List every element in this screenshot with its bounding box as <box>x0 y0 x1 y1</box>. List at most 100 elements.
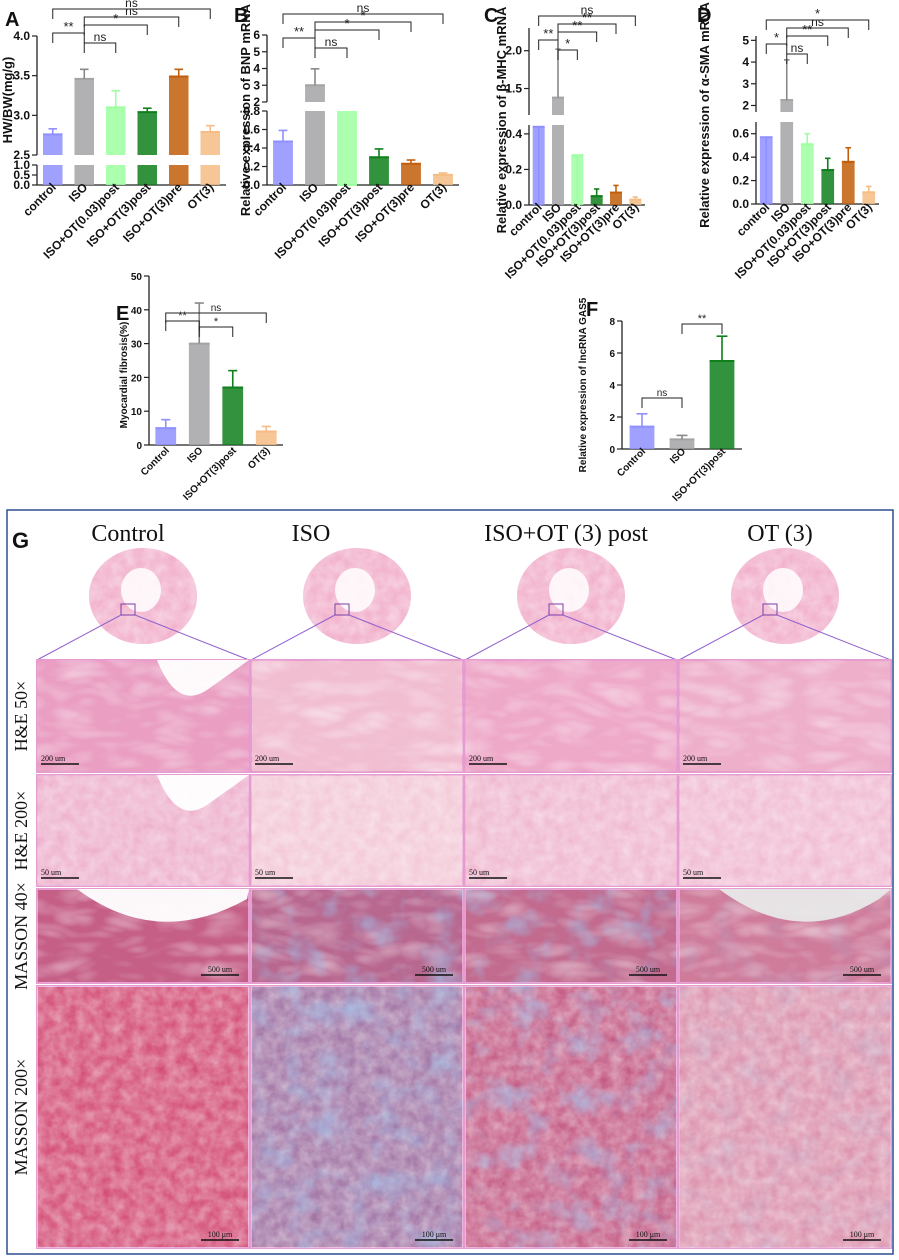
bar <box>200 165 221 185</box>
significance-label: ** <box>178 310 187 322</box>
y-axis-label: Relative expression of BNP mRNA <box>238 3 253 216</box>
collagen-stain <box>679 986 891 1248</box>
y-tick-label: 2 <box>609 413 615 424</box>
y-tick-label: 0.4 <box>505 127 522 141</box>
scale-bar-label: 50 um <box>469 868 490 877</box>
y-tick-label: 30 <box>131 340 143 351</box>
row-label: MASSON 200× <box>11 1059 31 1176</box>
zoom-line <box>464 614 550 661</box>
y-tick-label: 0.0 <box>732 197 749 211</box>
ventricle-lumen <box>549 568 589 612</box>
collagen-stain <box>251 889 463 983</box>
scale-bar-label: 500 um <box>422 965 447 974</box>
bar <box>188 343 210 445</box>
bar <box>610 192 622 205</box>
scale-bar-label: 50 um <box>683 868 704 877</box>
zoom-line <box>562 614 678 661</box>
bar-upper <box>168 76 189 155</box>
scale-bar-label: 500 um <box>850 965 875 974</box>
y-tick-label: 3.5 <box>13 69 30 83</box>
bar <box>273 141 293 185</box>
significance-label: ns <box>657 388 668 399</box>
zoom-line <box>678 614 764 661</box>
bar <box>369 157 389 185</box>
significance-label: * <box>214 316 219 328</box>
y-tick-label: 4 <box>609 381 615 392</box>
y-tick-label: 6 <box>253 28 260 42</box>
significance-bracket <box>165 320 200 331</box>
significance-bracket <box>198 326 234 337</box>
y-tick-label: 4 <box>742 55 749 69</box>
scale-bar-label: 50 um <box>255 868 276 877</box>
y-tick-label: 5 <box>253 45 260 59</box>
significance-bracket <box>314 21 412 32</box>
panel-letter: D <box>697 5 711 27</box>
ventricle-lumen <box>121 568 161 612</box>
y-axis-label: Myocardial fibrosis(%) <box>119 322 130 429</box>
histology-layer: G Control ISO ISO+OT (3) post OT (3) H&E 50× 2… <box>6 509 894 1255</box>
significance-label: * <box>360 8 365 23</box>
significance-bracket <box>786 53 808 64</box>
y-tick-label: 1.5 <box>505 82 522 96</box>
x-tick-label: ISO <box>185 445 205 465</box>
y-tick-label: 5 <box>742 33 749 47</box>
micrograph: 50 um <box>464 774 678 887</box>
bar-upper <box>74 78 95 155</box>
y-tick-label: 6 <box>609 349 615 360</box>
row-label: H&E 200× <box>11 791 31 871</box>
bar <box>433 174 453 185</box>
y-tick-label: 40 <box>131 306 143 317</box>
bar <box>590 196 603 205</box>
panel-letter: A <box>5 9 19 31</box>
tissue-gap <box>157 775 249 811</box>
collagen-stain <box>465 889 677 983</box>
significance-bracket <box>557 49 578 60</box>
significance-bracket <box>52 8 211 19</box>
micrograph-texture <box>251 660 463 772</box>
significance-label: * <box>565 36 570 51</box>
significance-label: * <box>815 6 820 21</box>
y-axis-label: HW/BW(mg/g) <box>0 57 15 144</box>
micrograph: 50 um <box>36 774 250 887</box>
bar <box>629 199 642 205</box>
y-tick-label: 0.2 <box>732 174 749 188</box>
zoom-line <box>250 614 336 661</box>
micrograph: 50 um <box>678 774 892 887</box>
significance-label: * <box>113 11 118 26</box>
significance-bracket <box>314 47 348 58</box>
significance-bracket <box>538 15 636 26</box>
column-title: Control <box>91 521 165 547</box>
y-tick-label: 0.4 <box>243 141 260 155</box>
y-tick-label: 0.0 <box>505 198 522 212</box>
significance-label: ** <box>543 26 553 41</box>
significance-label: ns <box>357 1 370 15</box>
significance-label: ns <box>125 0 138 10</box>
y-tick-label: 8 <box>609 317 615 328</box>
scale-bar-label: 100 μm <box>208 1230 233 1239</box>
bar-upper <box>200 131 221 155</box>
bar <box>709 361 735 449</box>
bar <box>255 431 277 445</box>
zoom-line <box>776 614 892 661</box>
scale-bar-label: 500 um <box>208 965 233 974</box>
y-tick-label: 3 <box>253 78 260 92</box>
bar-upper <box>780 100 794 112</box>
significance-bracket <box>557 23 617 34</box>
scale-bar-label: 100 μm <box>850 1230 875 1239</box>
x-tick-label: OT(3) <box>246 445 272 471</box>
micrograph: 200 um <box>250 659 464 773</box>
significance-label: ns <box>581 3 594 17</box>
significance-bracket <box>538 39 559 50</box>
significance-bracket <box>282 37 316 48</box>
significance-label: ns <box>791 41 804 55</box>
bar <box>629 426 655 449</box>
micrograph: 100 μm <box>36 985 250 1249</box>
y-axis-label: Relative expression of α-SMA mRNA <box>697 2 712 228</box>
significance-bracket <box>165 312 267 323</box>
significance-label: ns <box>325 35 338 49</box>
zoom-box <box>548 603 564 616</box>
panel-letter: E <box>116 303 129 325</box>
